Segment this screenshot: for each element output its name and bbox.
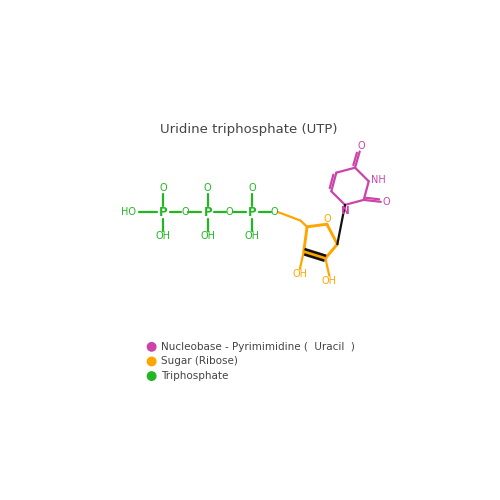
Text: HO: HO <box>121 207 136 217</box>
Text: OH: OH <box>156 232 171 241</box>
Circle shape <box>148 357 156 366</box>
Text: OH: OH <box>292 270 308 280</box>
Text: P: P <box>204 206 212 218</box>
Text: O: O <box>248 183 256 193</box>
Circle shape <box>148 372 156 380</box>
Text: O: O <box>382 197 390 207</box>
Text: NH: NH <box>372 175 386 185</box>
Text: OH: OH <box>322 276 337 286</box>
Text: N: N <box>340 206 349 216</box>
Text: P: P <box>248 206 256 218</box>
Text: O: O <box>204 183 212 193</box>
Text: O: O <box>160 183 167 193</box>
Text: O: O <box>323 214 330 224</box>
Text: OH: OH <box>200 232 216 241</box>
Text: Nucleobase - Pyrimimidine (  Uracil  ): Nucleobase - Pyrimimidine ( Uracil ) <box>162 342 355 352</box>
Text: Triphosphate: Triphosphate <box>162 371 228 381</box>
Text: P: P <box>159 206 168 218</box>
Text: OH: OH <box>245 232 260 241</box>
Text: O: O <box>226 207 234 217</box>
Text: O: O <box>270 207 278 217</box>
Text: O: O <box>358 141 365 151</box>
Text: Sugar (Ribose): Sugar (Ribose) <box>162 356 238 366</box>
Text: Uridine triphosphate (UTP): Uridine triphosphate (UTP) <box>160 123 337 136</box>
Circle shape <box>148 342 156 351</box>
Text: O: O <box>181 207 189 217</box>
